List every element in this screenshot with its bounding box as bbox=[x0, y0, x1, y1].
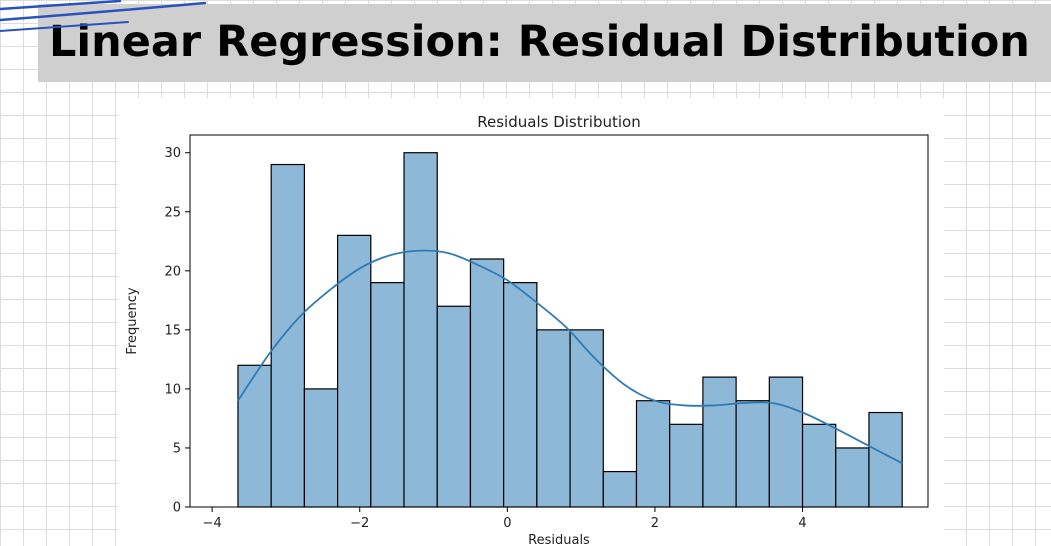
title-banner bbox=[38, 4, 1051, 82]
x-axis-label: Residuals bbox=[528, 533, 590, 546]
histogram-bar-5 bbox=[370, 282, 405, 508]
histogram-bar-11 bbox=[569, 329, 604, 508]
histogram-bar-1 bbox=[237, 364, 272, 508]
chart-figure: −4 −2 0 2 4 0 5 10 15 20 25 30 Residuals Distributi… bbox=[118, 98, 944, 546]
x-tick-label: −2 bbox=[350, 516, 369, 531]
histogram-bar-18 bbox=[801, 423, 837, 508]
page-title: Linear Regression: Residual Distribution bbox=[49, 17, 1030, 67]
x-tick-label: −4 bbox=[203, 516, 222, 531]
y-tick-label: 0 bbox=[173, 501, 181, 516]
histogram-bar-10 bbox=[536, 329, 571, 508]
histogram-bar-13 bbox=[635, 400, 671, 508]
y-tick-label: 25 bbox=[164, 205, 181, 220]
histogram-bar-2 bbox=[270, 163, 305, 508]
x-tick-label: 0 bbox=[503, 516, 511, 531]
histogram-bar-6 bbox=[403, 152, 438, 508]
pen-stroke-line-2 bbox=[0, 1, 207, 22]
y-tick-label: 30 bbox=[164, 146, 181, 161]
histogram-bar-15 bbox=[702, 376, 737, 508]
y-axis-label: Frequency bbox=[125, 287, 140, 354]
chart-title: Residuals Distribution bbox=[477, 113, 640, 131]
pen-stroke-line-1 bbox=[0, 0, 122, 11]
x-tick-label: 2 bbox=[651, 516, 659, 531]
y-tick-label: 10 bbox=[164, 382, 181, 397]
histogram-chart: −4 −2 0 2 4 0 5 10 15 20 25 30 Residuals Distributi… bbox=[125, 113, 929, 546]
x-tick-label: 4 bbox=[798, 516, 806, 531]
kde-curve-line bbox=[237, 249, 903, 465]
histogram-bar-3 bbox=[303, 388, 339, 508]
ticks-layer: −4 −2 0 2 4 0 5 10 15 20 25 30 bbox=[164, 146, 806, 531]
histogram-bar-4 bbox=[337, 234, 372, 508]
axes-frame bbox=[189, 134, 929, 508]
pen-stroke-decoration bbox=[0, 0, 207, 32]
pen-stroke-line-3 bbox=[0, 21, 129, 32]
histogram-bar-17 bbox=[768, 376, 804, 508]
y-tick-label: 15 bbox=[164, 323, 181, 338]
y-tick-label: 5 bbox=[173, 441, 181, 456]
y-tick-label: 20 bbox=[164, 264, 181, 279]
histogram-bar-16 bbox=[735, 400, 770, 508]
histogram-bar-8 bbox=[469, 258, 505, 508]
histogram-bar-19 bbox=[835, 447, 870, 508]
histogram-bar-14 bbox=[669, 423, 704, 508]
histogram-bar-7 bbox=[436, 305, 472, 508]
histogram-bar-9 bbox=[503, 282, 538, 508]
bars-layer bbox=[237, 152, 903, 508]
histogram-bar-12 bbox=[602, 470, 638, 508]
